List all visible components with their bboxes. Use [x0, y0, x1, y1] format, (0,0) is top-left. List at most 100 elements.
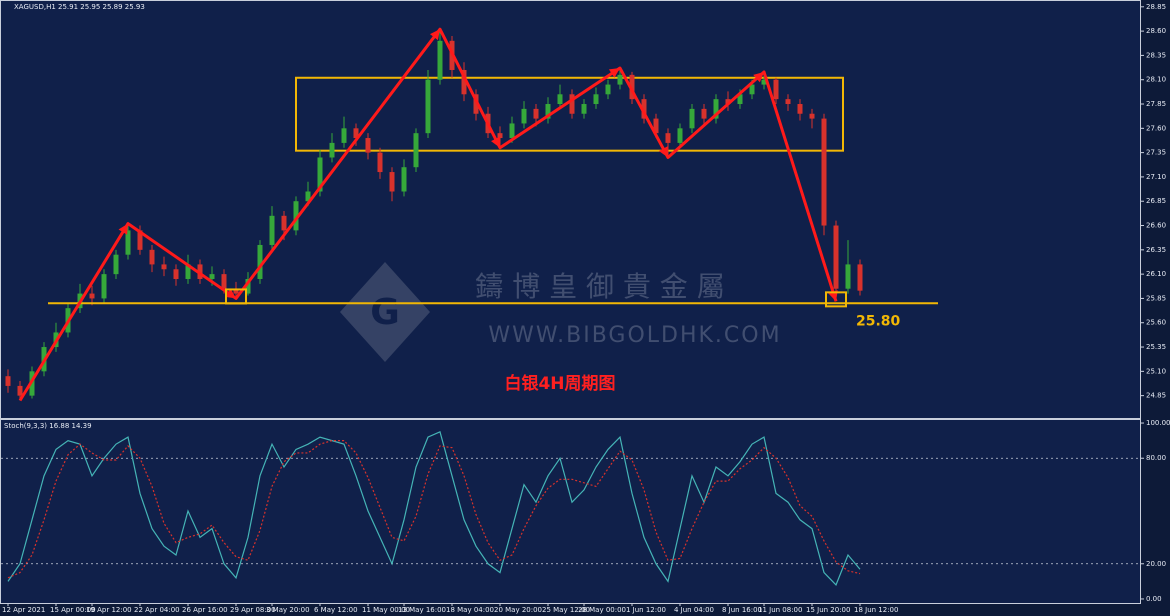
watermark-name: 鑄 博 皇 御 貴 金 屬 — [475, 270, 724, 303]
y-tick-label: 26.35 — [1146, 246, 1166, 254]
candle-body — [833, 225, 839, 289]
candle-body — [845, 264, 851, 289]
x-tick-label: 18 Jun 12:00 — [854, 606, 898, 614]
y-tick-label: 25.60 — [1146, 319, 1166, 327]
watermark-url: WWW.BIBGOLDHK.COM — [488, 323, 781, 348]
zigzag-arrow — [429, 29, 440, 41]
candle-body — [5, 376, 11, 386]
y-tick-label: 28.60 — [1146, 27, 1166, 35]
candle-body — [209, 274, 215, 279]
x-tick-label: 11 Jun 08:00 — [758, 606, 802, 614]
y-tick-label: 25.10 — [1146, 367, 1166, 375]
candle-body — [617, 74, 623, 85]
stoch-line — [7, 440, 861, 579]
candle-body — [605, 84, 611, 95]
candle-body — [137, 230, 143, 250]
candle-body — [389, 172, 395, 192]
y-tick-label: 100.00 — [1146, 419, 1170, 427]
stoch-line — [7, 431, 861, 586]
annotation: 白银4H周期图 — [504, 373, 615, 394]
candle-body — [569, 94, 575, 114]
y-tick-label: 28.35 — [1146, 51, 1166, 59]
candle-body — [125, 230, 131, 255]
candle-body — [329, 142, 335, 158]
candle-body — [233, 288, 239, 294]
candle-body — [425, 79, 431, 134]
candle-body — [521, 108, 527, 124]
candle-body — [809, 113, 815, 119]
price-panel — [0, 0, 1141, 419]
candle-body — [293, 201, 299, 231]
candle-body — [101, 274, 107, 299]
candle-body — [377, 152, 383, 173]
candle-body — [533, 108, 539, 119]
x-tick-label: 22 Apr 04:00 — [134, 606, 180, 614]
touch-highlight — [225, 288, 247, 305]
candle-body — [593, 94, 599, 105]
channel-box — [295, 76, 844, 152]
y-tick-label: 28.85 — [1146, 3, 1166, 11]
candle-body — [305, 191, 311, 202]
x-tick-label: 13 May 16:00 — [398, 606, 446, 614]
candle-body — [341, 128, 347, 143]
x-tick-label: 6 May 12:00 — [314, 606, 358, 614]
y-tick-label: 25.85 — [1146, 294, 1166, 302]
y-tick-label: 26.60 — [1146, 222, 1166, 230]
candle-body — [749, 84, 755, 95]
candle-body — [689, 108, 695, 129]
candle-body — [161, 264, 167, 270]
stoch-panel — [0, 419, 1141, 604]
candle-body — [353, 128, 359, 139]
zigzag-arrow — [491, 136, 500, 148]
x-tick-label: 15 Apr 00:00 — [50, 606, 96, 614]
candle-body — [557, 94, 563, 105]
candle-body — [365, 138, 371, 153]
candle-body — [737, 94, 743, 105]
candle-body — [221, 274, 227, 289]
candle-body — [149, 249, 155, 265]
x-tick-label: 29 Apr 08:00 — [230, 606, 276, 614]
y-tick-label: 24.85 — [1146, 392, 1166, 400]
x-tick-label: 15 Jun 20:00 — [806, 606, 850, 614]
zigzag-arrow — [608, 68, 620, 78]
candle-body — [317, 157, 323, 192]
candle-body — [269, 215, 275, 245]
candle-body — [701, 108, 707, 119]
watermark-logo: G — [340, 262, 430, 362]
candle-body — [821, 118, 827, 226]
zigzag-arrow — [118, 223, 128, 235]
x-tick-label: 26 Apr 16:00 — [182, 606, 228, 614]
y-tick-label: 80.00 — [1146, 454, 1166, 462]
y-tick-label: 28.10 — [1146, 76, 1166, 84]
stoch-title: Stoch(9,3,3) 16.88 14.39 — [4, 422, 92, 430]
x-tick-label: 18 May 04:00 — [446, 606, 494, 614]
candle-body — [461, 69, 467, 95]
x-tick-label: 8 Jun 16:00 — [722, 606, 762, 614]
logo-diamond — [340, 262, 430, 362]
candle-body — [509, 123, 515, 139]
candle-body — [665, 133, 671, 143]
x-tick-label: 12 Apr 2021 — [2, 606, 45, 614]
x-tick-label: 28 May 00:00 — [578, 606, 626, 614]
x-tick-label: 19 Apr 12:00 — [86, 606, 132, 614]
y-tick-label: 27.10 — [1146, 173, 1166, 181]
x-tick-label: 4 Jun 04:00 — [674, 606, 714, 614]
candle-body — [173, 269, 179, 279]
candle-body — [797, 104, 803, 114]
candle-body — [245, 278, 251, 294]
logo-letter: G — [370, 292, 400, 333]
candle-body — [281, 215, 287, 231]
x-tick-label: 20 May 20:00 — [494, 606, 542, 614]
candle-body — [785, 99, 791, 105]
x-tick-label: 11 May 00:00 — [362, 606, 410, 614]
y-tick-label: 27.35 — [1146, 149, 1166, 157]
y-tick-label: 27.85 — [1146, 100, 1166, 108]
x-tick-label: 3 May 20:00 — [266, 606, 310, 614]
y-tick-label: 20.00 — [1146, 560, 1166, 568]
candle-body — [653, 118, 659, 134]
candle-body — [437, 40, 443, 80]
candle-body — [497, 133, 503, 139]
y-tick-label: 26.10 — [1146, 270, 1166, 278]
plot-layer: 28.85 28.60 28.35 28.10 27.85 27.60 27.35 27.10… — [1, 3, 1170, 614]
